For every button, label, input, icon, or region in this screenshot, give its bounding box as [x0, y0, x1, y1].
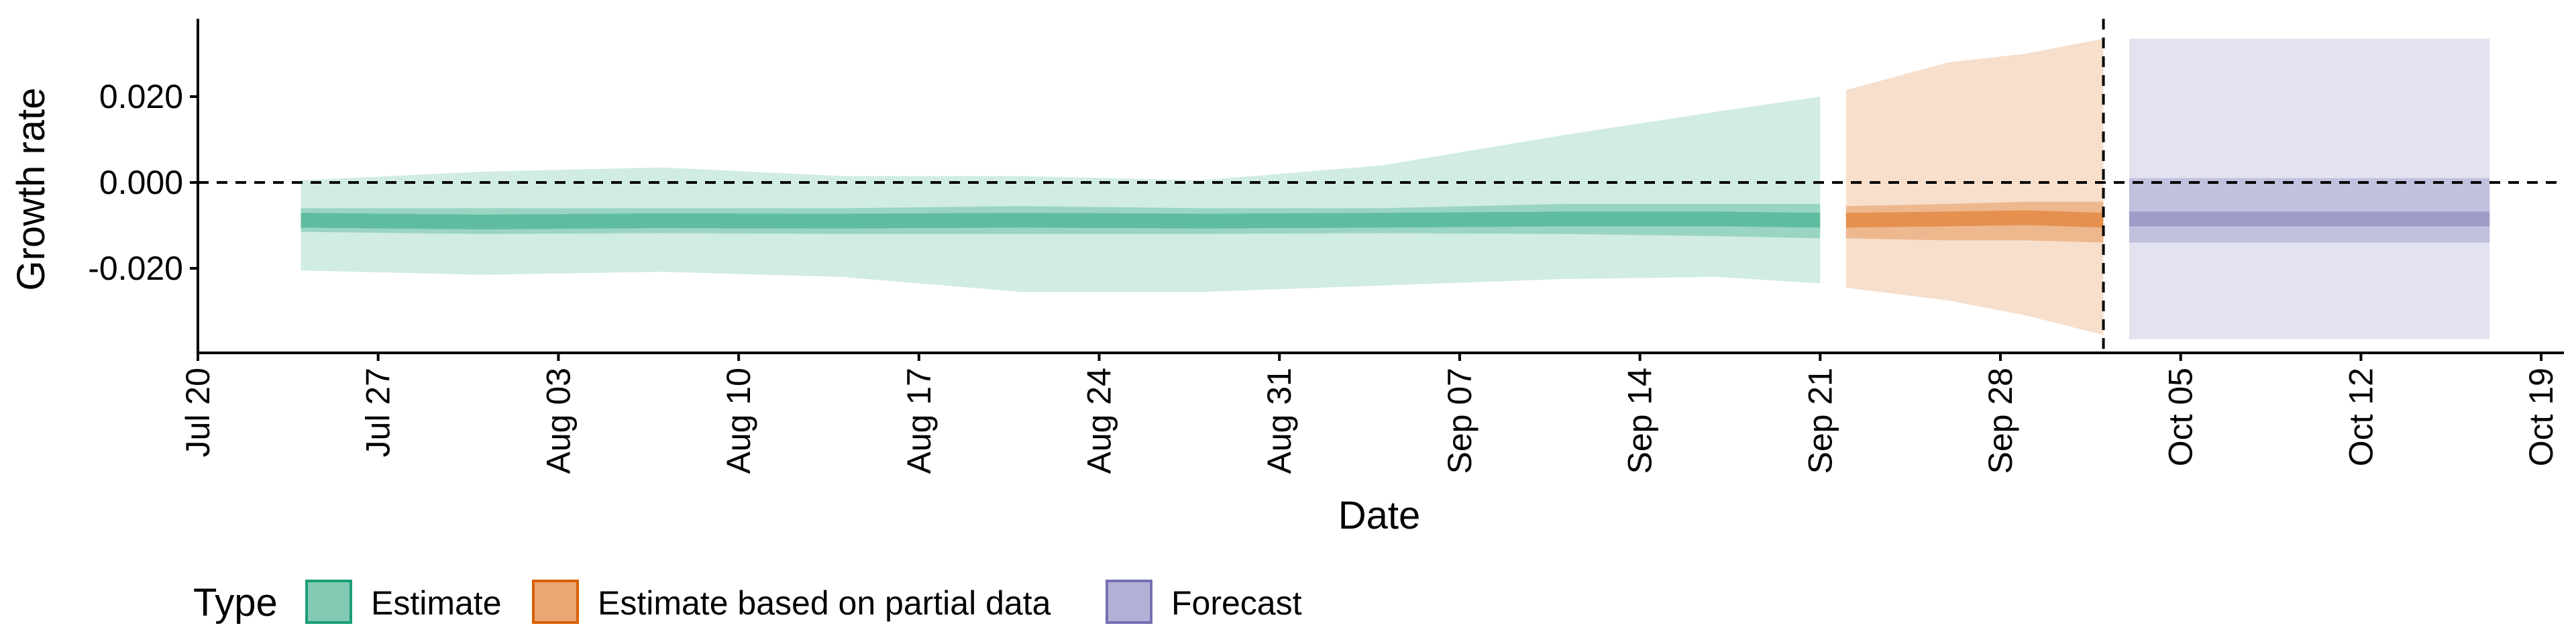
axes-layer: 0.020 0.000 -0.020 Jul 20 Jul 27 Aug 03 Aug 10…	[88, 19, 2564, 474]
x-tick-label: Sep 14	[1621, 368, 1659, 474]
estimate-median-line	[301, 211, 1821, 229]
estimate-band-90	[301, 97, 1821, 292]
x-tick-label: Aug 17	[900, 368, 938, 474]
y-tick-label: -0.020	[88, 250, 183, 287]
x-tick-label: Sep 21	[1801, 368, 1839, 474]
legend-swatch-estimate-based-on-partial-data	[532, 580, 579, 624]
x-tick-label: Oct 19	[2522, 368, 2560, 466]
x-tick-label: Jul 27	[360, 368, 397, 457]
legend: Type Estimate Estimate based on partial d…	[193, 580, 1302, 625]
estimate-based-on-partial-data-band-90	[1845, 38, 2104, 335]
estimate-band-50	[301, 204, 1821, 239]
x-tick-label: Oct 05	[2162, 368, 2200, 466]
x-tick-label: Sep 28	[1982, 368, 2019, 474]
forecast-band-90	[2129, 38, 2490, 339]
x-tick-label: Aug 10	[720, 368, 757, 474]
x-tick-label: Sep 07	[1441, 368, 1479, 474]
legend-swatch-forecast	[1106, 580, 1152, 624]
estimate-based-on-partial-data-band-50	[1845, 201, 2104, 243]
legend-label-forecast: Forecast	[1171, 584, 1302, 622]
legend-swatch-estimate	[305, 580, 352, 624]
axis-titles: Growth rate Date	[9, 88, 1420, 538]
x-axis-title: Date	[1338, 494, 1421, 537]
legend-title: Type	[193, 581, 278, 625]
x-tick-label: Oct 12	[2342, 368, 2379, 466]
estimate-based-on-partial-data-median-line	[1845, 210, 2104, 228]
x-tick-label: Aug 03	[539, 368, 577, 474]
y-axis-title: Growth rate	[9, 88, 53, 291]
ribbons-layer	[301, 38, 2490, 339]
y-tick-label: 0.020	[99, 78, 183, 115]
legend-label-estimate: Estimate	[371, 584, 502, 622]
x-tick-label: Aug 31	[1260, 368, 1298, 474]
legend-label-estimate-based-on-partial-data: Estimate based on partial data	[598, 584, 1051, 622]
y-tick-label: 0.000	[99, 164, 183, 201]
forecast-band-50	[2129, 178, 2490, 243]
x-tick-label: Jul 20	[179, 368, 217, 457]
x-tick-label: Aug 24	[1081, 368, 1118, 474]
